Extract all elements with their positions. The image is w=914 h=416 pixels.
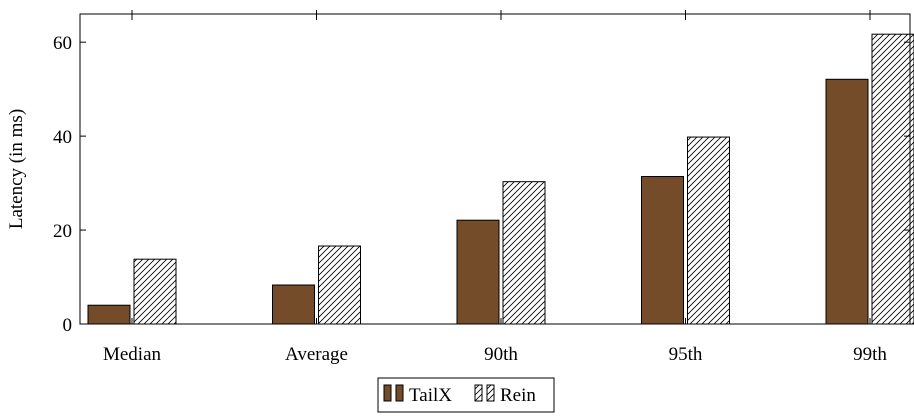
x-tick-label: Average	[285, 344, 348, 365]
y-tick-label: 20	[53, 221, 72, 242]
y-tick-label: 0	[63, 315, 73, 336]
bar-rein-99th	[871, 33, 914, 325]
y-tick-label: 40	[53, 127, 72, 148]
bar-rein-90th	[502, 181, 546, 325]
legend-label-rein: Rein	[500, 385, 536, 406]
bar-tailx-99th	[825, 78, 869, 325]
legend-box	[377, 377, 555, 413]
bar-tailx-median	[87, 304, 131, 325]
legend-swatch-rein-b	[486, 384, 495, 402]
legend-swatch-tailx-a	[383, 384, 392, 402]
plot-frame	[79, 13, 911, 325]
bar-tailx-90th	[456, 219, 500, 325]
x-tick-label: 95th	[669, 344, 703, 365]
legend-swatch-tailx-b	[395, 384, 404, 402]
x-tick-label: 99th	[853, 344, 887, 365]
legend-swatch-rein-a	[474, 384, 483, 402]
legend: TailX Rein	[377, 377, 555, 413]
legend-label-tailx: TailX	[409, 385, 452, 406]
bar-tailx-95th	[641, 176, 684, 325]
bar-rein-95th	[687, 136, 730, 325]
x-tick-label: Median	[103, 344, 162, 365]
y-axis-label: Latency (in ms)	[6, 109, 27, 229]
y-tick-label: 60	[53, 33, 72, 54]
bar-rein-average	[318, 245, 361, 325]
bar-tailx-average	[272, 284, 315, 325]
x-tick-label: 90th	[484, 344, 518, 365]
bar-rein-median	[133, 258, 177, 325]
